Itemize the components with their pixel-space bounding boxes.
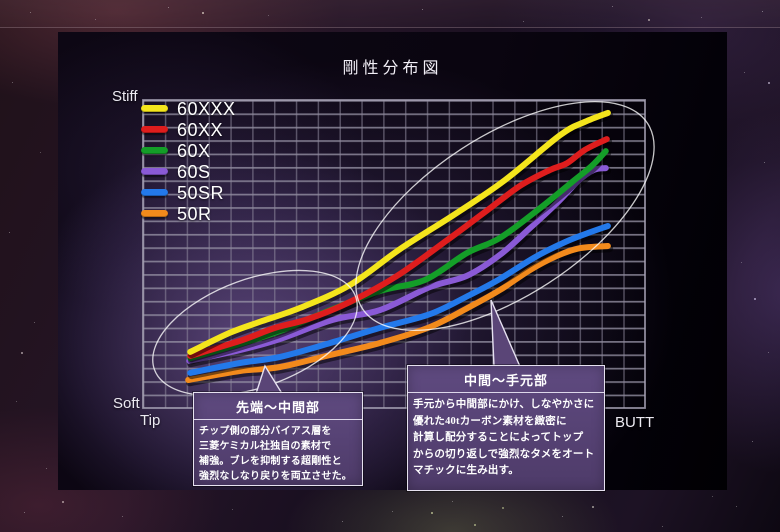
legend-swatch-60x [141, 147, 168, 154]
legend-item-50r: 50R [141, 203, 236, 224]
legend-item-60s: 60S [141, 161, 236, 182]
annotation-tip-to-middle: 先端〜中間部 チップ側の部分バイアス層を 三菱ケミカル社独自の素材で 補強。ブレ… [193, 392, 363, 486]
y-axis-top-label: Stiff [112, 88, 138, 105]
legend-label-60x: 60X [177, 140, 211, 161]
annotation-tip-heading: 先端〜中間部 [194, 393, 362, 420]
legend-item-60x: 60X [141, 140, 236, 161]
annotation-tip-body: チップ側の部分バイアス層を 三菱ケミカル社独自の素材で 補強。ブレを抑制する超剛… [199, 426, 352, 482]
legend-swatch-50r [141, 210, 168, 217]
chart-title: 剛性分布図 [342, 60, 443, 77]
annotation-middle-body: 手元から中間部にかけ、しなやかさに 優れた40tカーボン素材を緻密に 計算し配分… [413, 399, 595, 476]
legend-item-50sr: 50SR [141, 182, 236, 203]
y-axis-bottom-label: Soft [113, 395, 140, 412]
legend-swatch-60xxx [141, 105, 168, 112]
legend-label-60xxx: 60XXX [177, 98, 236, 119]
chart-legend: 60XXX 60XX 60X 60S 50SR 50R [141, 98, 236, 224]
legend-swatch-60s [141, 168, 168, 175]
x-axis-left-label: Tip [140, 412, 161, 429]
legend-item-60xx: 60XX [141, 119, 236, 140]
annotation-middle-to-butt: 中間〜手元部 手元から中間部にかけ、しなやかさに 優れた40tカーボン素材を緻密… [407, 365, 605, 491]
background-top-band [0, 0, 780, 28]
legend-swatch-50sr [141, 189, 168, 196]
starfield-bright [0, 0, 2, 2]
legend-label-60s: 60S [177, 161, 211, 182]
legend-item-60xxx: 60XXX [141, 98, 236, 119]
legend-label-50sr: 50SR [177, 182, 225, 203]
x-axis-right-label: BUTT [615, 414, 655, 431]
annotation-middle-heading: 中間〜手元部 [408, 366, 604, 393]
legend-label-50r: 50R [177, 203, 212, 224]
legend-swatch-60xx [141, 126, 168, 133]
legend-label-60xx: 60XX [177, 119, 224, 140]
